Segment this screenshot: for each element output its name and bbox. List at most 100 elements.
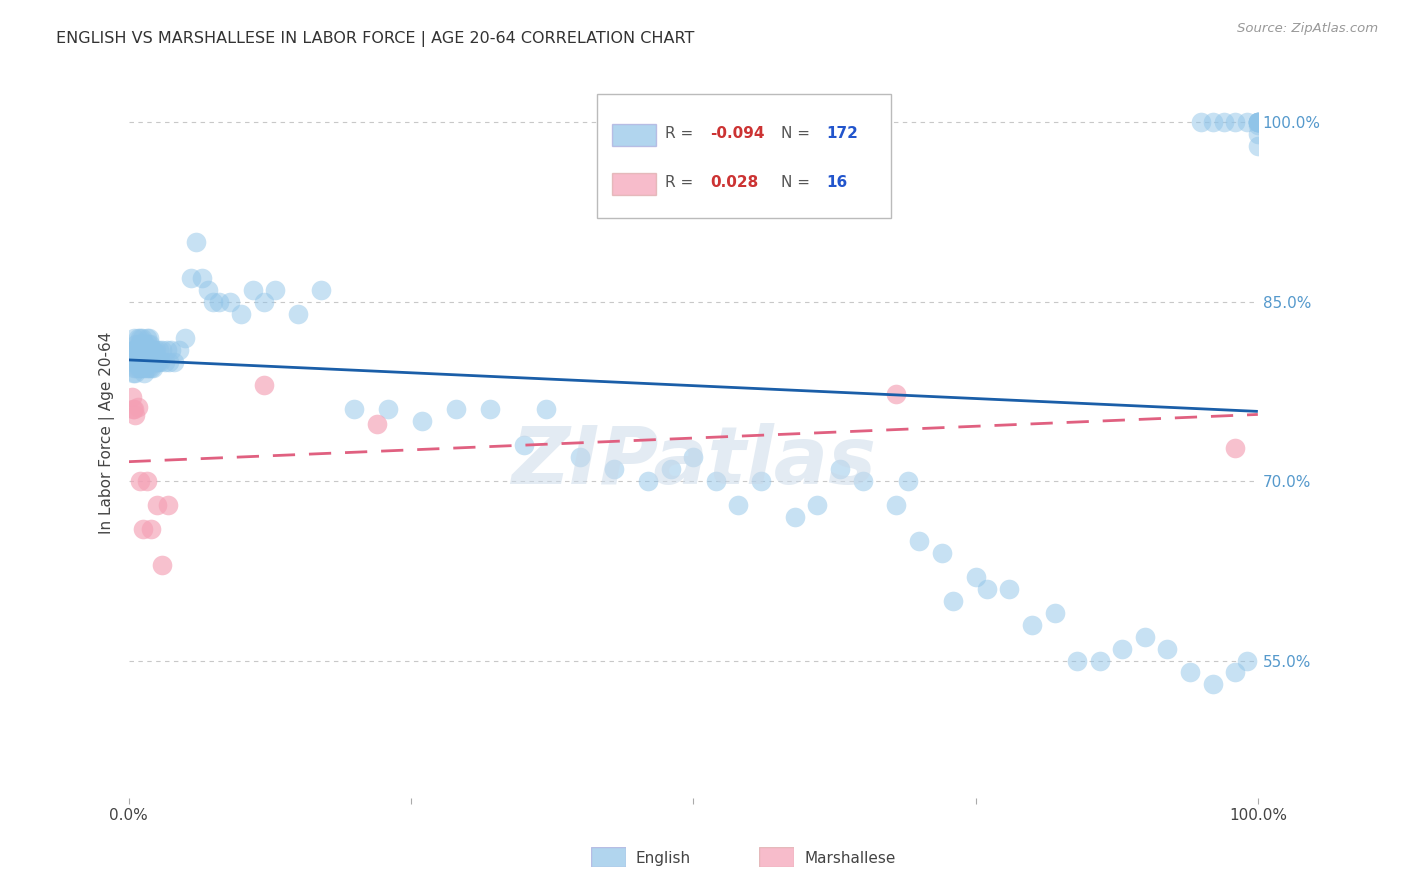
Text: R =: R =: [665, 175, 699, 190]
Point: [1247, 115, 1270, 129]
Point: [659, 462, 682, 476]
Point: [1201, 115, 1223, 129]
Point: [128, 345, 150, 359]
Point: [253, 378, 276, 392]
Point: [191, 270, 214, 285]
Point: [886, 387, 908, 401]
Point: [1236, 115, 1258, 129]
Point: [127, 400, 149, 414]
Point: [309, 283, 332, 297]
Point: [1213, 115, 1236, 129]
Point: [163, 354, 186, 368]
Point: [444, 402, 467, 417]
Point: [569, 450, 592, 465]
Point: [139, 522, 162, 536]
Point: [124, 343, 146, 357]
Point: [143, 345, 166, 359]
Point: [128, 343, 150, 357]
Point: [202, 294, 225, 309]
Point: [122, 402, 145, 417]
Point: [1189, 115, 1212, 129]
Point: [122, 367, 145, 381]
Point: [121, 354, 143, 368]
Point: [197, 283, 219, 297]
Point: [965, 570, 987, 584]
Point: [897, 474, 920, 488]
Point: [124, 367, 146, 381]
Point: [366, 417, 388, 431]
Point: [180, 270, 202, 285]
Point: [536, 402, 558, 417]
Point: [132, 354, 155, 368]
Point: [135, 360, 157, 375]
Point: [128, 360, 150, 375]
Point: [1225, 441, 1247, 455]
Point: [1225, 665, 1247, 680]
Point: [242, 283, 264, 297]
Point: [139, 343, 162, 357]
Point: [1133, 630, 1156, 644]
Text: R =: R =: [665, 127, 699, 141]
Point: [134, 343, 156, 357]
Point: [783, 510, 806, 524]
Point: [131, 360, 153, 375]
FancyBboxPatch shape: [612, 173, 657, 195]
Point: [135, 330, 157, 344]
Point: [136, 354, 159, 368]
Point: [125, 336, 148, 351]
Point: [1043, 606, 1066, 620]
Point: [125, 360, 148, 375]
Point: [1111, 641, 1133, 656]
Point: [146, 354, 169, 368]
Point: [156, 343, 179, 357]
Point: [134, 367, 156, 381]
Point: [139, 345, 162, 359]
Point: [143, 354, 166, 368]
Text: Marshallese: Marshallese: [804, 851, 896, 865]
Point: [135, 474, 157, 488]
Point: [253, 294, 276, 309]
Point: [1236, 654, 1258, 668]
Text: Source: ZipAtlas.com: Source: ZipAtlas.com: [1237, 22, 1378, 36]
Point: [749, 474, 772, 488]
Point: [121, 391, 143, 405]
Point: [1225, 115, 1247, 129]
Point: [124, 354, 146, 368]
Point: [603, 462, 626, 476]
Point: [128, 354, 150, 368]
FancyBboxPatch shape: [612, 124, 657, 146]
Point: [139, 360, 162, 375]
Y-axis label: In Labor Force | Age 20-64: In Labor Force | Age 20-64: [100, 332, 115, 534]
Point: [1247, 115, 1270, 129]
Point: [128, 336, 150, 351]
Point: [157, 498, 180, 512]
Point: [132, 522, 155, 536]
Point: [1247, 128, 1270, 142]
Point: [727, 498, 749, 512]
Point: [343, 402, 366, 417]
Point: [637, 474, 659, 488]
Point: [142, 360, 165, 375]
Point: [1247, 139, 1270, 153]
Point: [186, 235, 208, 249]
Point: [122, 343, 145, 357]
Point: [129, 354, 152, 368]
Point: [146, 498, 169, 512]
Point: [129, 336, 152, 351]
Point: [122, 402, 145, 417]
Point: [976, 582, 998, 596]
Point: [127, 330, 149, 344]
Point: [828, 462, 851, 476]
Point: [1178, 665, 1201, 680]
Point: [122, 360, 145, 375]
Point: [129, 345, 152, 359]
Point: [478, 402, 501, 417]
Point: [264, 283, 287, 297]
Point: [219, 294, 242, 309]
Point: [160, 343, 183, 357]
Text: ZIPatlas: ZIPatlas: [510, 424, 876, 501]
Point: [806, 498, 828, 512]
Point: [287, 307, 309, 321]
Point: [138, 330, 160, 344]
Point: [122, 343, 145, 357]
